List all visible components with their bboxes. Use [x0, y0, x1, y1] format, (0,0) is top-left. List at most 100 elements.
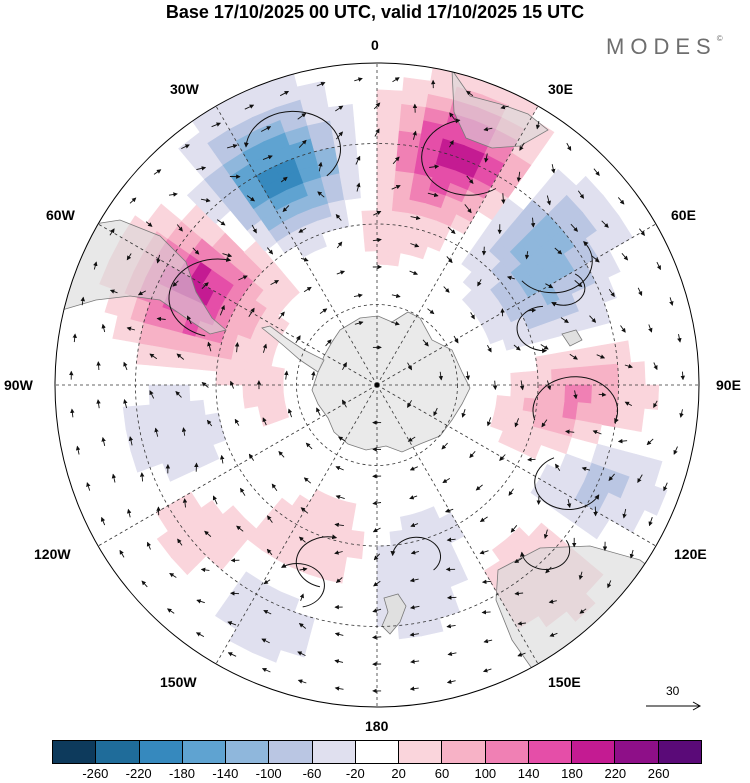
wind-arrow [593, 168, 600, 176]
streamline [280, 563, 325, 608]
wind-arrow [169, 572, 177, 578]
wind-arrow [126, 326, 136, 332]
wind-arrow [316, 81, 326, 87]
wind-arrow [449, 112, 456, 120]
wind-arrow [484, 153, 489, 163]
colorbar-tick-label: -260 [82, 766, 109, 781]
wind-arrow [483, 638, 493, 644]
wind-arrow [154, 427, 159, 437]
colorbar-tick-label: 220 [604, 766, 627, 781]
wind-arrow [181, 427, 187, 436]
wind-arrow [391, 321, 400, 326]
wind-arrow [145, 221, 153, 227]
longitude-label-60e: 60E [671, 207, 696, 223]
anomaly-cell [204, 412, 222, 431]
anomaly-cell [376, 545, 393, 560]
streamline [521, 241, 593, 294]
wind-arrow [446, 679, 456, 684]
wind-arrow [282, 205, 290, 213]
wind-arrow [182, 498, 188, 508]
wind-arrow [410, 659, 420, 664]
wind-arrow [204, 530, 212, 537]
wind-arrow [506, 275, 515, 281]
wind-arrow [278, 450, 285, 458]
wind-arrow [335, 105, 344, 112]
wind-arrow [592, 430, 602, 435]
wind-arrow [335, 577, 343, 583]
wind-arrow [479, 550, 489, 555]
colorbar-segment [226, 741, 270, 763]
colorbar-segment [312, 741, 356, 763]
wind-arrow [663, 482, 668, 492]
wind-arrow [100, 516, 106, 526]
anomaly-cell [394, 170, 415, 188]
anomaly-cell [376, 116, 401, 132]
anomaly-layer [99, 67, 668, 663]
wind-arrow [336, 241, 343, 249]
wind-arrow [372, 608, 382, 613]
wind-arrow [141, 580, 148, 588]
anomaly-cell [588, 345, 605, 367]
colorbar-segment [572, 741, 616, 763]
anomaly-cell [561, 349, 578, 369]
wind-arrow [438, 371, 444, 381]
wind-arrow [219, 305, 225, 316]
wind-arrow [123, 361, 128, 371]
wind-arrow [234, 342, 240, 353]
streamline [243, 110, 341, 177]
wind-arrow [427, 308, 435, 315]
wind-arrow [427, 192, 439, 198]
anomaly-cell [222, 505, 245, 528]
wind-arrow [466, 175, 474, 184]
wind-arrow [298, 536, 306, 543]
colorbar-tick-label: -180 [168, 766, 196, 781]
wind-arrow [338, 436, 346, 442]
longitude-label-0: 0 [371, 37, 379, 53]
anomaly-cell [548, 399, 565, 418]
wind-arrow [297, 679, 307, 684]
new-zealand-land [381, 593, 407, 635]
wind-arrow [248, 307, 255, 318]
anomaly-cell [574, 347, 592, 368]
colorbar-segment [96, 741, 140, 763]
wind-arrow [176, 224, 183, 232]
wind-arrow [226, 144, 238, 149]
anomaly-cell [242, 384, 258, 398]
anomaly-cell [391, 556, 410, 573]
anomaly-cell [483, 560, 509, 583]
wind-arrow [560, 317, 569, 324]
wind-arrow [607, 580, 612, 589]
wind-arrow [109, 228, 115, 236]
colorbar-tick-label: 260 [647, 766, 670, 781]
wind-arrow [449, 140, 454, 148]
wind-arrow [355, 155, 361, 165]
anomaly-cell [281, 281, 300, 301]
map-title: Base 17/10/2025 00 UTC, valid 17/10/2025… [165, 2, 585, 22]
colorbar-tick-label: 60 [434, 766, 450, 781]
anomaly-cell [548, 352, 565, 371]
wind-arrow [372, 500, 382, 506]
wind-arrow [499, 454, 506, 461]
anomaly-cell [630, 361, 646, 386]
wind-arrow [334, 686, 344, 691]
longitude-label-120w: 120W [34, 546, 71, 562]
brand-name: MODES [606, 34, 717, 59]
wind-arrow [465, 90, 474, 97]
wind-arrow [262, 155, 273, 161]
wind-arrow [653, 362, 658, 371]
south-pole-marker [374, 382, 380, 388]
wind-arrow [373, 102, 381, 110]
anomaly-cell [376, 129, 400, 145]
wind-arrow [565, 429, 575, 434]
wind-arrow [624, 401, 633, 406]
vector-scale: 30 [642, 684, 704, 714]
wind-arrow [409, 686, 419, 691]
wind-arrow [508, 488, 514, 496]
brand-mark: © [716, 34, 723, 43]
longitude-label-30e: 30E [548, 81, 573, 97]
wind-arrow [334, 550, 343, 555]
anomaly-cell [271, 315, 290, 332]
wind-arrow [298, 227, 307, 233]
wind-arrow [354, 320, 364, 326]
colorbar-tick-label: 180 [561, 766, 583, 781]
